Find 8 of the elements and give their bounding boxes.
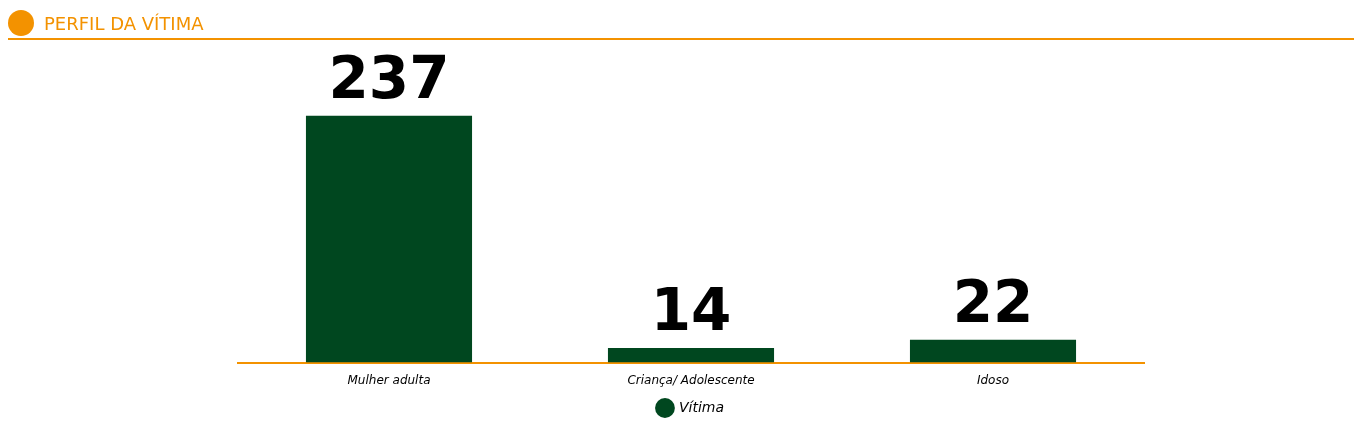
x-tick-label: Idoso — [976, 372, 1010, 387]
x-tick-label: Mulher adulta — [347, 372, 431, 387]
x-tick-label: Criança/ Adolescente — [627, 372, 755, 387]
data-label: 237 — [328, 43, 450, 112]
chart-title: PERFIL DA VÍTIMA — [44, 12, 204, 34]
data-label: 14 — [650, 276, 732, 345]
legend-label: Vítima — [678, 398, 725, 415]
data-label: 22 — [952, 267, 1034, 336]
